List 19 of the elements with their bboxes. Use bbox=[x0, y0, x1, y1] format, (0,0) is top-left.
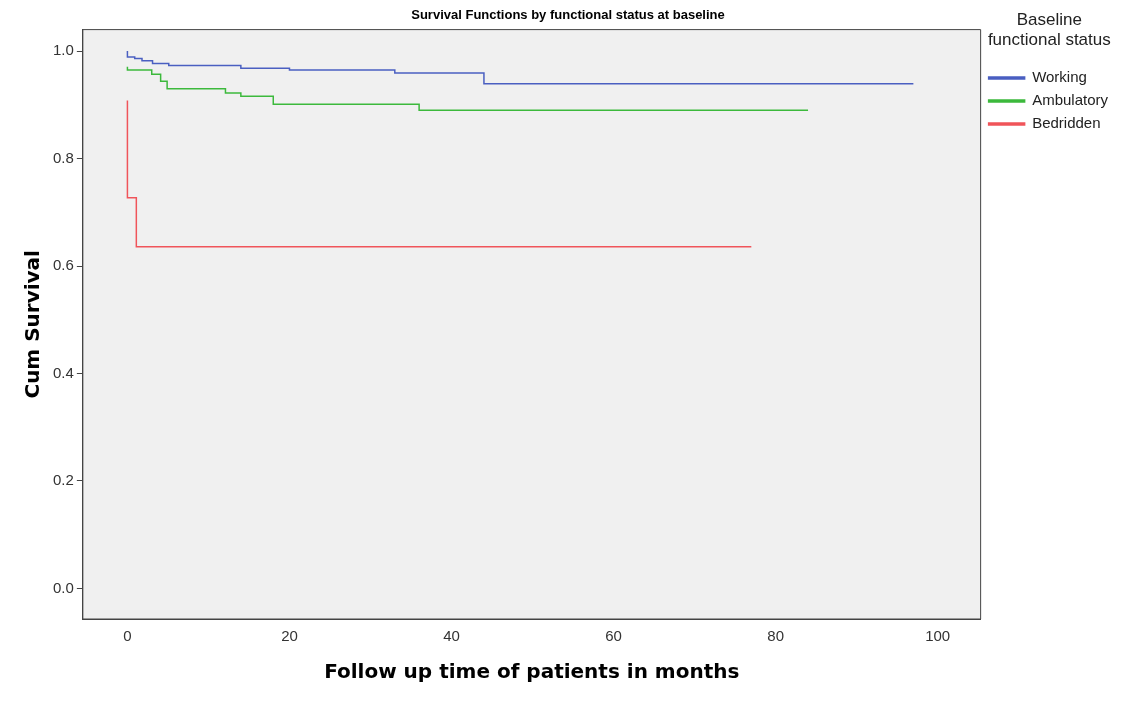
y-tick-label: 0.4 bbox=[52, 363, 74, 381]
chart-title: Survival Functions by functional status at baseline bbox=[411, 7, 725, 23]
y-tick-label: 0.6 bbox=[52, 256, 74, 274]
x-tick-label: 60 bbox=[605, 627, 622, 645]
x-axis-title: Follow up time of patients in months bbox=[324, 659, 740, 684]
y-tick-label: 0.0 bbox=[52, 578, 74, 596]
x-tick-label: 40 bbox=[443, 627, 460, 645]
x-tick-label: 100 bbox=[925, 627, 951, 645]
legend-label: Bedridden bbox=[1032, 114, 1101, 132]
x-tick-label: 80 bbox=[767, 627, 784, 645]
y-axis-title: Cum Survival bbox=[20, 250, 45, 399]
legend-label: Ambulatory bbox=[1032, 91, 1109, 109]
y-tick-label: 0.2 bbox=[52, 471, 74, 489]
y-tick-label: 1.0 bbox=[52, 41, 74, 59]
legend-label: Working bbox=[1032, 68, 1087, 86]
legend-title: Baseline functional status bbox=[987, 10, 1111, 50]
y-tick-label: 0.8 bbox=[52, 148, 74, 166]
x-tick-label: 20 bbox=[281, 627, 298, 645]
x-tick-label: 0 bbox=[123, 627, 132, 645]
